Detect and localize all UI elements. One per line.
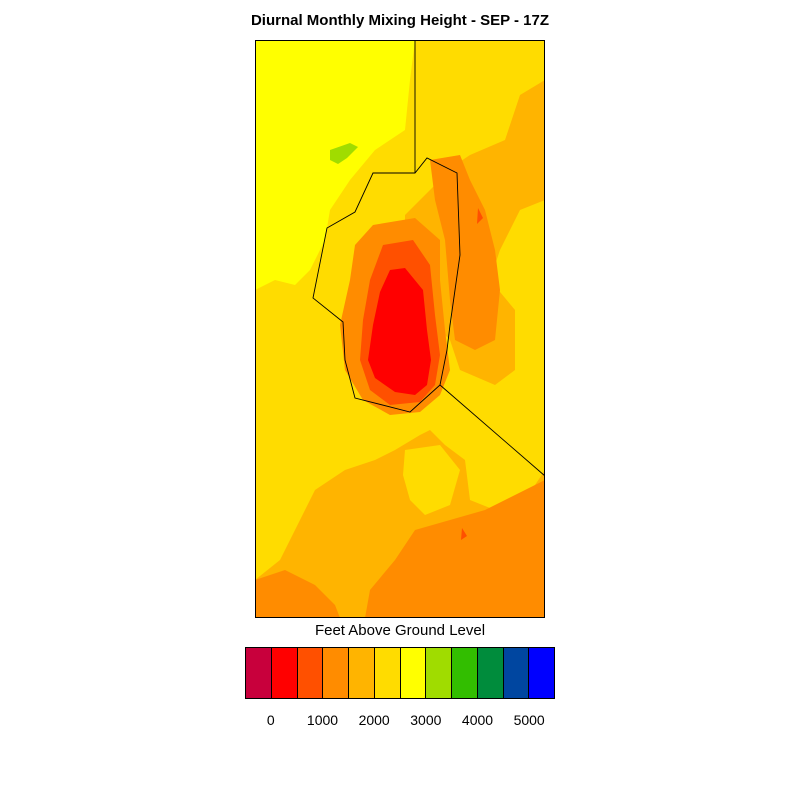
field-dark-orange-right: [430, 155, 500, 350]
color-bar-ticks: 0 1000 2000 3000 4000 5000: [245, 712, 555, 732]
field-yellow-bump: [285, 65, 330, 95]
color-bar-swatch: [323, 648, 349, 698]
field-red-orange-dot-1: [477, 208, 483, 224]
color-bar-swatch: [374, 648, 401, 698]
field-dark-orange-bottom: [365, 480, 545, 618]
field-red: [368, 268, 431, 395]
color-bar-swatch: [349, 648, 375, 698]
map-title: Diurnal Monthly Mixing Height - SEP - 17…: [250, 12, 550, 29]
state-border-southeast: [439, 384, 545, 477]
color-bar-swatch: [400, 648, 427, 698]
map-frame: [255, 40, 545, 618]
legend-title: Feet Above Ground Level: [314, 622, 486, 639]
color-bar-swatch: [477, 648, 504, 698]
color-bar-swatch: [529, 648, 554, 698]
field-red-orange-dot-2: [461, 528, 467, 540]
color-bar-tick-label: 2000: [358, 712, 390, 728]
field-yellow: [255, 40, 415, 290]
field-lime: [330, 143, 358, 164]
color-bar-swatch: [426, 648, 452, 698]
color-bar-swatch: [297, 648, 324, 698]
mixing-height-map: [255, 40, 545, 618]
color-bar-tick-label: 3000: [410, 712, 442, 728]
color-bar-tick-label: 5000: [513, 712, 545, 728]
color-bar-tick-label: 0: [266, 712, 275, 728]
color-bar: [245, 647, 555, 699]
color-bar-swatch: [271, 648, 298, 698]
color-bar-swatch: [452, 648, 478, 698]
color-bar-tick-label: 1000: [306, 712, 339, 728]
color-bar-tick-label: 4000: [461, 712, 494, 728]
color-bar-swatch: [246, 648, 272, 698]
field-gold-patch: [403, 445, 460, 515]
field-dark-orange-left: [255, 570, 340, 618]
color-bar-swatch: [503, 648, 530, 698]
